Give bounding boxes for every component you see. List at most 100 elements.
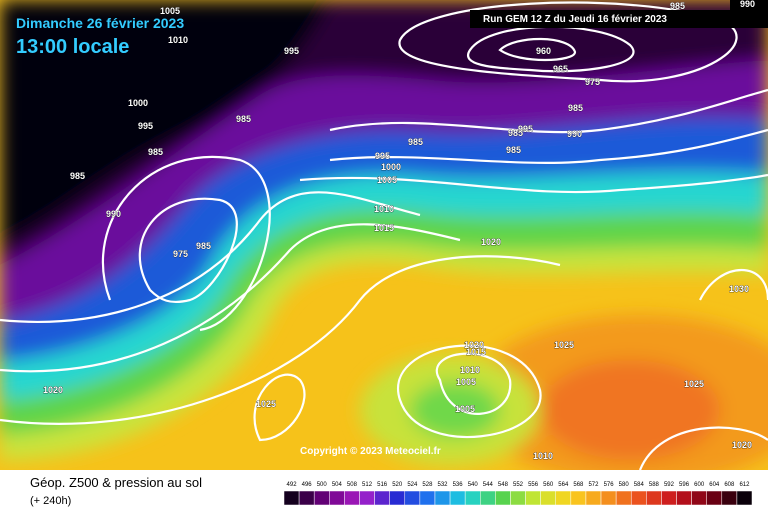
isobar	[396, 344, 542, 439]
scale-cell	[646, 490, 662, 506]
scale-label: 524	[407, 482, 418, 488]
scale-label: 532	[438, 482, 449, 488]
scale-label: 540	[468, 482, 479, 488]
isobar-label: 990	[106, 209, 121, 219]
isobar	[638, 426, 768, 471]
isobar	[101, 155, 271, 332]
isobars	[0, 1, 768, 471]
isobar-label: 1020	[481, 237, 501, 247]
scale-label: 568	[573, 482, 584, 488]
isobar-label: 1000	[128, 98, 148, 108]
scale-cell	[449, 490, 466, 506]
scale-cell	[585, 490, 602, 506]
isobar-label: 985	[506, 145, 521, 155]
scale-label: 548	[498, 482, 509, 488]
isobar-label: 985	[670, 1, 685, 11]
scale-cell	[510, 490, 526, 506]
scale-cell	[480, 490, 496, 506]
scale-label: 584	[634, 482, 645, 488]
scale-cell	[600, 490, 617, 506]
corner-box	[730, 0, 768, 10]
scale-label: 536	[453, 482, 464, 488]
scale-label: 564	[558, 482, 569, 488]
scale-cell	[374, 490, 390, 506]
band	[410, 382, 500, 438]
scale-label: 512	[362, 482, 373, 488]
scale-cell	[540, 490, 556, 506]
scale-label: 492	[287, 482, 298, 488]
isobar-label: 985	[508, 128, 523, 138]
scale-cell	[615, 490, 632, 506]
band	[0, 0, 330, 245]
isobar-label: 1005	[160, 6, 180, 16]
scale-label: 500	[317, 482, 328, 488]
scale-cell	[359, 490, 375, 506]
isobar	[329, 88, 768, 134]
isobar-label: 985	[408, 137, 423, 147]
scale-label: 588	[649, 482, 660, 488]
scale-cell	[736, 490, 753, 506]
scale-cell	[570, 490, 587, 506]
scale-cell	[495, 490, 511, 506]
isobar-label: 965	[553, 64, 568, 74]
date-text: Dimanche 26 février 2023	[16, 15, 184, 31]
scale-cell	[676, 490, 692, 506]
scale-cell	[404, 490, 421, 506]
scale-label: 592	[664, 482, 675, 488]
scale-label: 608	[724, 482, 735, 488]
scale-cell	[721, 490, 738, 506]
isobar	[498, 37, 577, 62]
color-scale: 492 496 500 504 508 512 516 520 524 528 532 536 540 5…	[283, 482, 753, 506]
isobar-label: 985	[148, 147, 163, 157]
scale-label: 580	[619, 482, 630, 488]
isobar	[435, 352, 512, 415]
isobar-label: 975	[173, 249, 188, 259]
scale-cell	[283, 490, 300, 506]
scale-cell	[389, 490, 406, 506]
isobar-label: 1025	[256, 399, 276, 409]
scale-label: 596	[679, 482, 690, 488]
scale-cell	[434, 490, 451, 506]
isobar-label: 1020	[464, 340, 484, 350]
isobar-label: 1020	[43, 385, 63, 395]
isobar-label: 1020	[732, 440, 752, 450]
time-text: 13:00 locale	[16, 36, 129, 58]
isobar	[699, 268, 768, 301]
isobar-label: 1010	[460, 365, 480, 375]
field-bands	[0, 0, 768, 485]
scale-label: 504	[332, 482, 343, 488]
isobar-label: 995	[375, 151, 390, 161]
isobar	[0, 191, 421, 323]
scale-cell	[419, 490, 436, 506]
scale-label: 560	[543, 482, 554, 488]
isobar-label: 975	[585, 77, 600, 87]
scale-cell	[661, 490, 677, 506]
scale-cell	[525, 490, 541, 506]
scale-label: 612	[739, 482, 750, 488]
footer-title: Géop. Z500 & pression au sol	[30, 475, 202, 490]
isobar	[138, 197, 238, 304]
scale-label: 572	[588, 482, 599, 488]
scale-cell	[555, 490, 572, 506]
isobar-label: 1030	[729, 284, 749, 294]
isobar-label: 985	[236, 114, 251, 124]
scale-label: 604	[709, 482, 720, 488]
scale-label: 520	[392, 482, 403, 488]
isobar-label: 1000	[381, 162, 401, 172]
isobar	[299, 173, 768, 194]
isobar-label: 1010	[374, 204, 394, 214]
isobar-label: 960	[536, 46, 551, 56]
field	[0, 0, 768, 485]
scale-label: 556	[528, 482, 539, 488]
scale-cell	[313, 490, 330, 506]
run-box	[470, 10, 768, 28]
scale-cell	[298, 490, 315, 506]
scale-label: 600	[694, 482, 705, 488]
isobar-label: 1005	[377, 175, 397, 185]
band	[540, 360, 720, 460]
isobar-label: 1025	[554, 340, 574, 350]
scale-label: 576	[604, 482, 615, 488]
isobar	[253, 373, 306, 442]
scale-label: 528	[422, 482, 433, 488]
isobar-label: 1015	[374, 223, 394, 233]
